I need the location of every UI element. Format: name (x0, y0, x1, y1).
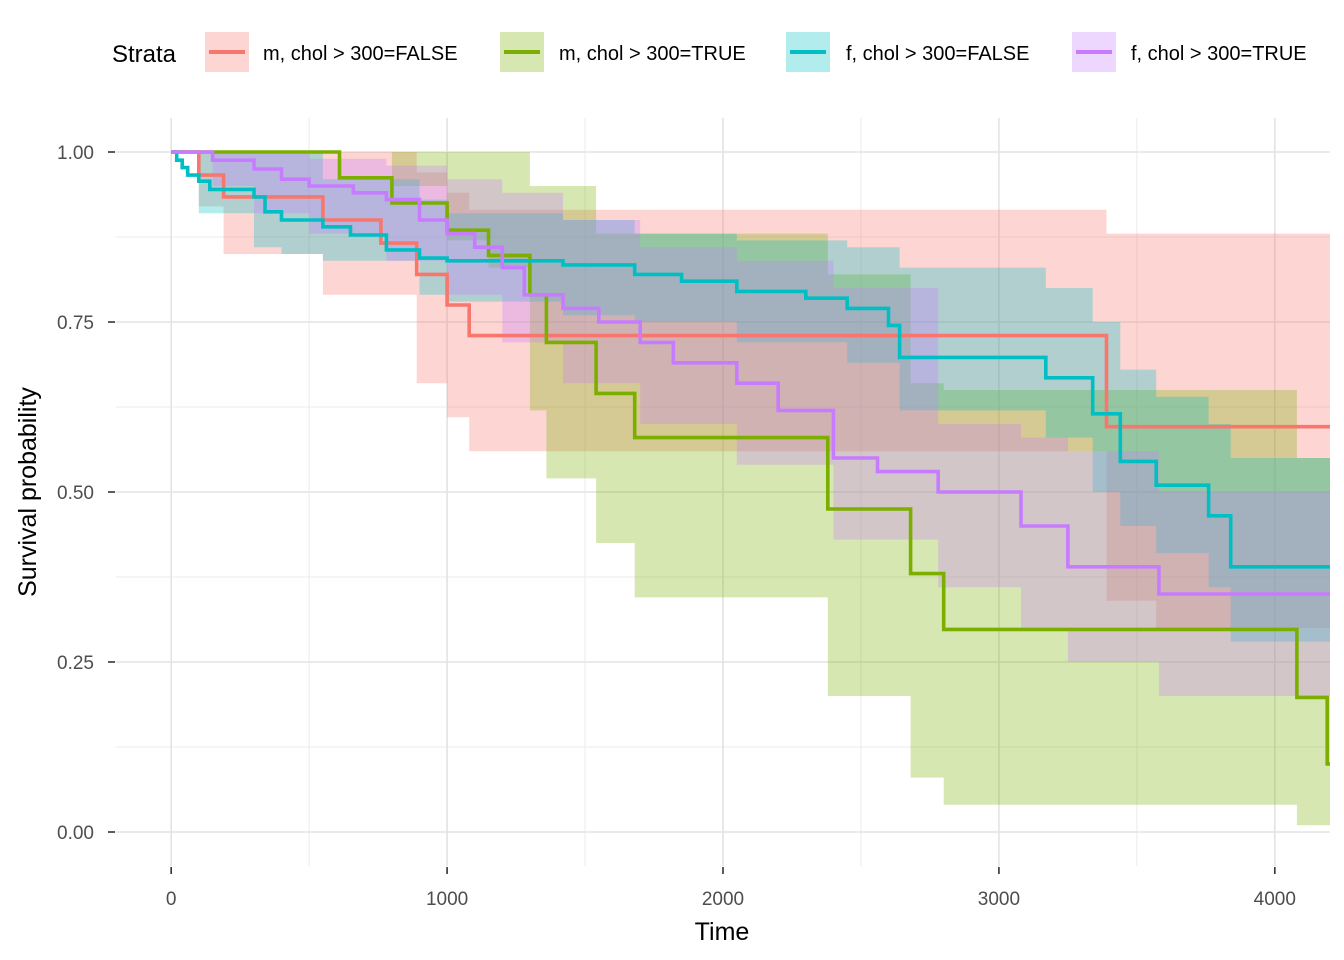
x-axis: 0 1000 2000 3000 4000 (166, 867, 1296, 910)
x-tick-label: 3000 (978, 889, 1020, 910)
confidence-band-2 (171, 152, 1331, 642)
x-axis-title: Time (695, 918, 750, 946)
x-tick-label: 4000 (1254, 889, 1296, 910)
legend-title: Strata (112, 41, 177, 68)
legend: Strata m, chol > 300=FALSE m, chol > 300… (112, 32, 1307, 72)
legend-label-f-false: f, chol > 300=FALSE (846, 43, 1029, 65)
confidence-bands (171, 152, 1331, 826)
survival-curve-3 (171, 150, 1330, 596)
x-tick-label: 2000 (702, 889, 744, 910)
x-tick-label: 1000 (426, 889, 468, 910)
legend-entry: f, chol > 300=FALSE (786, 32, 1029, 72)
confidence-band-1 (171, 152, 1331, 826)
legend-entry: f, chol > 300=TRUE (1072, 32, 1307, 72)
y-tick-label: 0.25 (57, 653, 94, 674)
legend-entry: m, chol > 300=TRUE (500, 32, 746, 72)
y-tick-label: 0.75 (57, 313, 94, 334)
x-tick-label: 0 (166, 889, 177, 910)
y-tick-label: 0.50 (57, 483, 94, 504)
survival-curve-2 (171, 150, 1330, 569)
y-axis-title: Survival probability (14, 387, 42, 597)
legend-entry: m, chol > 300=FALSE (205, 32, 458, 72)
survival-curve-0 (171, 150, 1330, 429)
legend-label-f-true: f, chol > 300=TRUE (1131, 43, 1307, 65)
confidence-band-0 (171, 152, 1331, 628)
legend-label-m-false: m, chol > 300=FALSE (263, 43, 458, 65)
y-tick-label: 0.00 (57, 823, 94, 844)
survival-curves (171, 150, 1330, 766)
y-tick-label: 1.00 (57, 143, 94, 164)
confidence-band-3 (171, 152, 1331, 696)
y-axis: 0.00 0.25 0.50 0.75 1.00 (57, 143, 115, 844)
legend-label-m-true: m, chol > 300=TRUE (559, 43, 746, 65)
